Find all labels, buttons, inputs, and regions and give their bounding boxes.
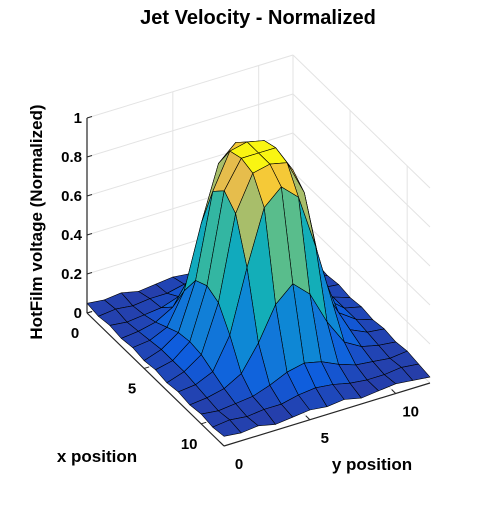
- axis-lines: [86, 116, 431, 447]
- x-tick-mark: [143, 366, 150, 369]
- x-tick-mark: [86, 311, 93, 314]
- z-tick-label: 0.6: [61, 188, 82, 205]
- y-tick-label: 5: [321, 430, 329, 447]
- z-tick-mark: [86, 233, 93, 236]
- z-tick-mark: [86, 155, 93, 158]
- grid-line: [292, 54, 431, 189]
- z-tick-label: 0.8: [61, 149, 82, 166]
- z-tick-mark: [86, 272, 93, 275]
- z-tick-mark: [86, 194, 93, 197]
- x-tick-label: 5: [128, 380, 136, 397]
- y-tick-label: 0: [235, 456, 243, 473]
- grid-line: [86, 54, 294, 119]
- x-tick-label: 0: [71, 325, 79, 342]
- y-tick-mark: [391, 389, 397, 394]
- x-axis-label: x position: [57, 447, 137, 466]
- y-tick-label: 10: [402, 404, 419, 421]
- z-axis-label: HotFilm voltage (Normalized): [27, 104, 46, 339]
- grid-line: [292, 93, 431, 228]
- x-tick-label: 10: [181, 436, 198, 453]
- surface-patch: [212, 419, 242, 437]
- z-tick-label: 0.2: [61, 266, 82, 283]
- z-tick-label: 0: [74, 305, 82, 322]
- surface-patches: [86, 140, 431, 437]
- chart-title: Jet Velocity - Normalized: [140, 7, 376, 29]
- z-tick-label: 1: [74, 110, 82, 127]
- z-tick-mark: [86, 116, 93, 119]
- y-tick-mark: [305, 415, 311, 421]
- y-tick-mark: [219, 441, 225, 447]
- x-tick-mark: [201, 421, 207, 425]
- z-tick-label: 0.4: [61, 227, 83, 244]
- y-axis-label: y position: [332, 455, 412, 474]
